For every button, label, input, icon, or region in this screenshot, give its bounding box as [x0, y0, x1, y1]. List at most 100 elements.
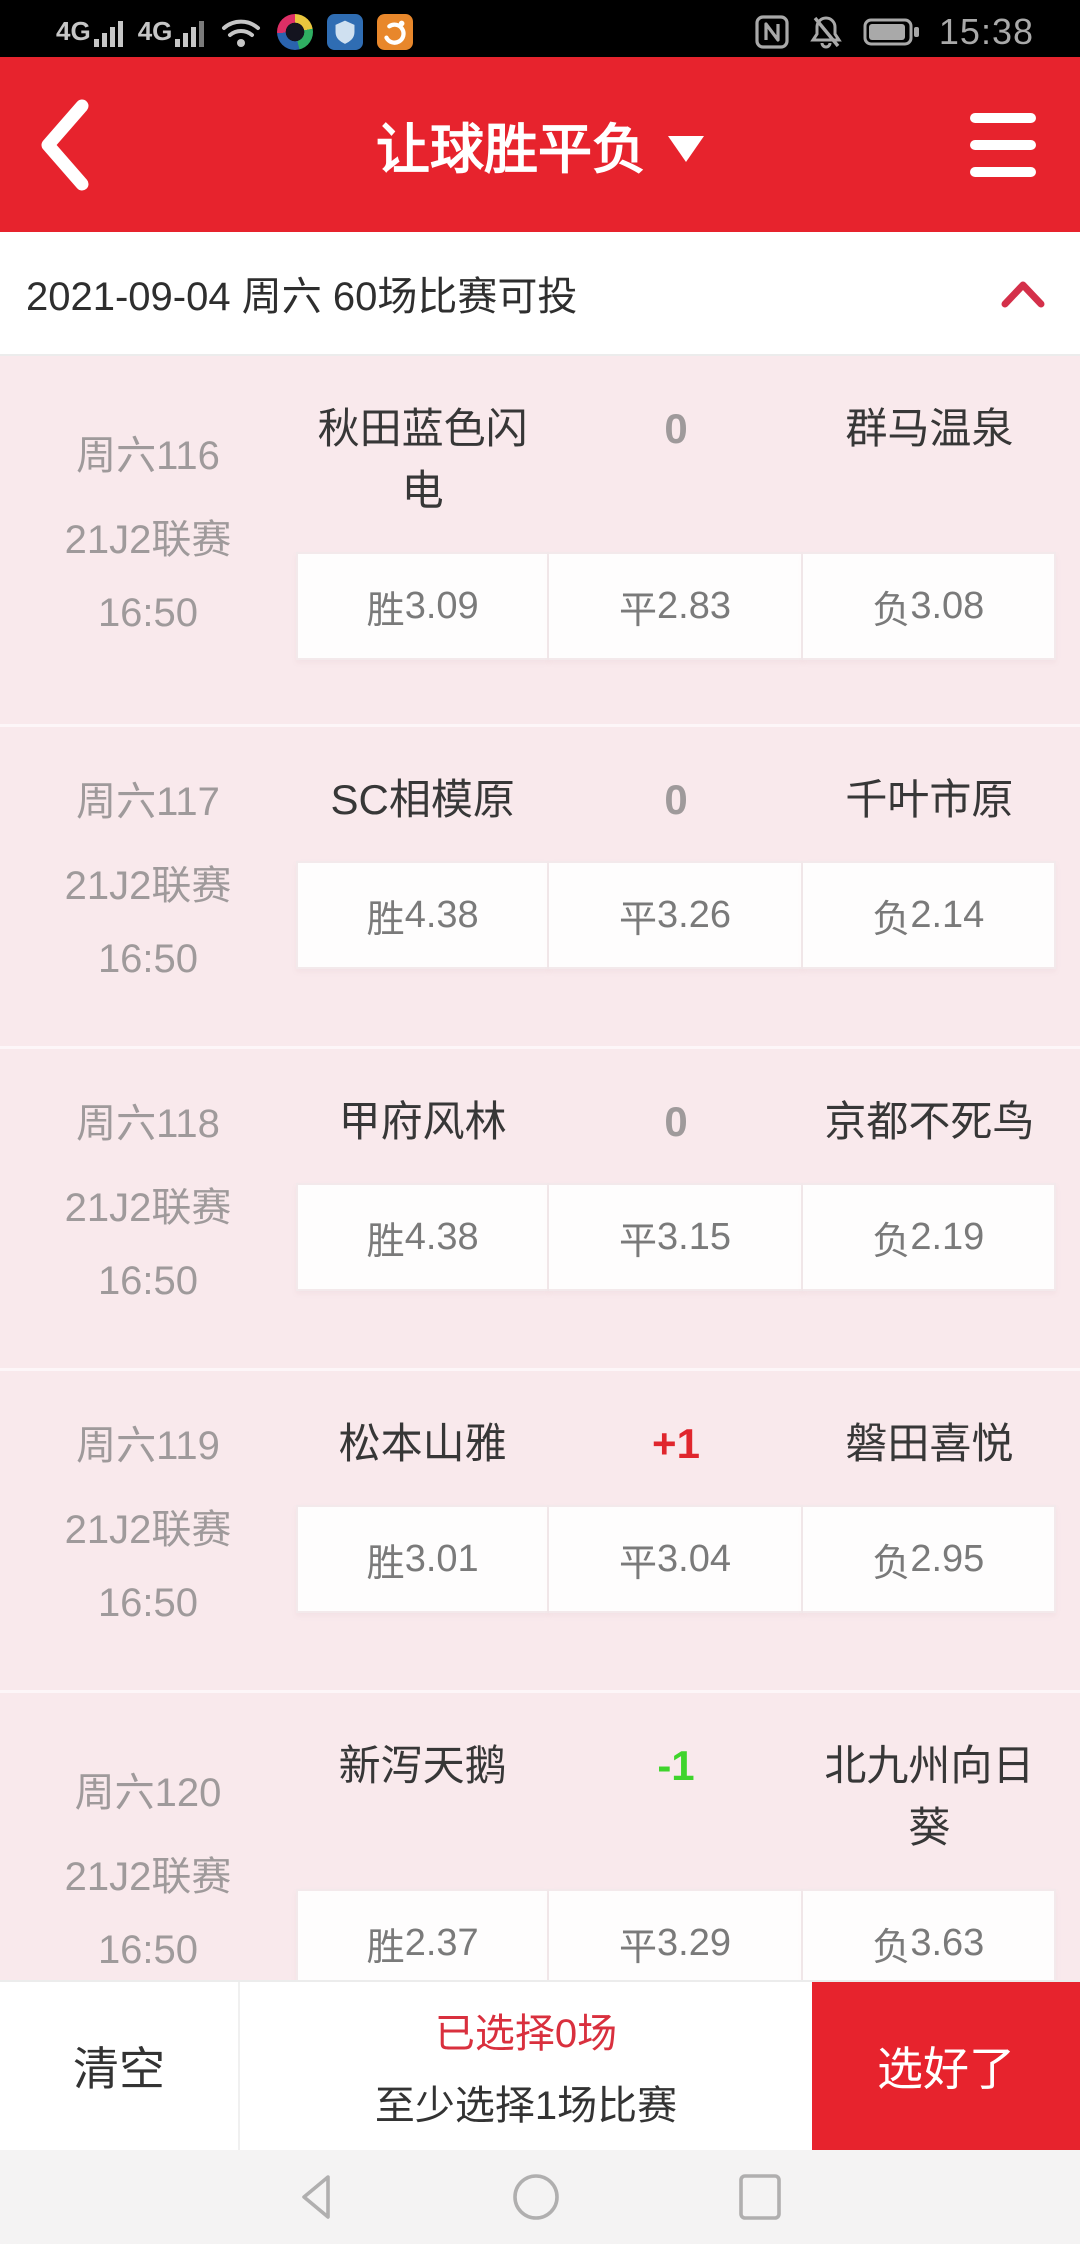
match-main: 甲府风林 0 京都不死鸟 胜 4.38 平 3.15 负 2.19	[296, 1091, 1056, 1304]
handicap-value: +1	[652, 1420, 700, 1467]
odds-lose-value: 2.14	[910, 893, 985, 936]
nav-recents-button[interactable]	[737, 2172, 783, 2222]
chevron-up-icon[interactable]	[1000, 278, 1046, 308]
odds-win-label: 胜	[366, 898, 405, 941]
match-time: 16:50	[97, 1927, 199, 1972]
odds-win-button[interactable]: 胜 4.38	[296, 861, 550, 969]
odds-draw-value: 2.83	[657, 584, 731, 627]
confirm-button[interactable]: 选好了	[812, 1982, 1080, 2150]
handicap-value: 0	[664, 1098, 688, 1145]
away-team: 北九州向日葵	[824, 1742, 1035, 1851]
odds-row: 胜 4.38 平 3.26 负 2.14	[296, 861, 1056, 969]
odds-draw-button[interactable]: 平 3.29	[549, 1889, 803, 1997]
odds-lose-button[interactable]: 负 2.95	[802, 1505, 1056, 1613]
odds-win-value: 2.37	[404, 1921, 479, 1964]
page-title: 让球胜平负	[376, 120, 646, 180]
match-time: 16:50	[97, 1581, 199, 1625]
odds-win-button[interactable]: 胜 3.09	[296, 552, 550, 660]
odds-draw-button[interactable]: 平 3.04	[549, 1505, 803, 1613]
selection-hint: 至少选择1场比赛	[374, 2084, 678, 2128]
home-team: 秋田蓝色闪电	[317, 405, 528, 514]
teams-row: 新泻天鹅 -1 北九州向日葵	[296, 1735, 1056, 1859]
match-league: 21J2联赛	[64, 1508, 232, 1552]
odds-row: 胜 3.01 平 3.04 负 2.95	[296, 1505, 1056, 1613]
odds-draw-label: 平	[619, 1926, 658, 1969]
odds-draw-label: 平	[619, 898, 658, 941]
match-number: 周六120	[74, 1770, 222, 1815]
shield-app-icon	[327, 13, 364, 50]
cellular-signal-2: 4G	[138, 16, 206, 47]
menu-bar	[970, 112, 1036, 123]
teams-row: 秋田蓝色闪电 0 群马温泉	[296, 398, 1056, 522]
back-button[interactable]	[38, 99, 90, 191]
clear-button[interactable]: 清空	[0, 1982, 240, 2150]
away-team: 群马温泉	[845, 405, 1014, 452]
odds-lose-button[interactable]: 负 2.14	[802, 861, 1056, 969]
odds-win-label: 胜	[366, 589, 405, 632]
odds-win-button[interactable]: 胜 2.37	[296, 1889, 550, 1997]
odds-lose-value: 2.95	[910, 1537, 985, 1580]
away-team: 京都不死鸟	[824, 1098, 1035, 1145]
odds-lose-button[interactable]: 负 3.63	[802, 1889, 1056, 1997]
match-number: 周六117	[76, 780, 220, 824]
odds-win-value: 4.38	[404, 893, 479, 936]
nfc-icon	[755, 14, 789, 49]
bottom-action-bar: 清空 已选择0场 至少选择1场比赛 选好了	[0, 1980, 1080, 2150]
handicap-value: -1	[657, 1742, 695, 1789]
odds-draw-value: 3.15	[657, 1215, 731, 1258]
date-bar[interactable]: 2021-09-04 周六 60场比赛可投	[0, 232, 1080, 356]
teams-row: 松本山雅 +1 磐田喜悦	[296, 1413, 1056, 1475]
odds-lose-label: 负	[872, 898, 911, 941]
match-time: 16:50	[97, 590, 199, 635]
network-type-label: 4G	[137, 16, 173, 46]
title-dropdown[interactable]: 让球胜平负	[376, 105, 704, 184]
odds-draw-button[interactable]: 平 2.83	[549, 552, 803, 660]
match-main: 松本山雅 +1 磐田喜悦 胜 3.01 平 3.04 负 2.95	[296, 1413, 1056, 1626]
away-team: 千叶市原	[845, 776, 1014, 823]
odds-win-button[interactable]: 胜 4.38	[296, 1183, 550, 1291]
odds-row: 胜 2.37 平 3.29 负 3.63	[296, 1889, 1056, 1997]
odds-lose-button[interactable]: 负 2.19	[802, 1183, 1056, 1291]
odds-lose-value: 2.19	[910, 1215, 985, 1258]
menu-bar	[970, 139, 1036, 150]
odds-lose-button[interactable]: 负 3.08	[802, 552, 1056, 660]
odds-win-button[interactable]: 胜 3.01	[296, 1505, 550, 1613]
menu-button[interactable]	[970, 112, 1036, 177]
odds-draw-value: 3.26	[657, 893, 731, 936]
match-time: 16:50	[97, 1259, 199, 1303]
teams-row: 甲府风林 0 京都不死鸟	[296, 1091, 1056, 1153]
match-main: 秋田蓝色闪电 0 群马温泉 胜 3.09 平 2.83 负 3.08	[296, 398, 1056, 660]
cellular-signal-1: 4G	[56, 16, 124, 47]
odds-draw-button[interactable]: 平 3.15	[549, 1183, 803, 1291]
home-team: 新泻天鹅	[338, 1742, 507, 1789]
odds-lose-value: 3.63	[910, 1921, 985, 1964]
match-main: 新泻天鹅 -1 北九州向日葵 胜 2.37 平 3.29 负 3.63	[296, 1735, 1056, 1997]
match-number: 周六116	[76, 433, 220, 478]
handicap-value: 0	[664, 776, 688, 823]
home-team: SC相模原	[330, 776, 515, 823]
mute-bell-icon	[810, 15, 842, 48]
nav-back-button[interactable]	[297, 2172, 335, 2222]
odds-win-label: 胜	[366, 1542, 405, 1585]
uc-browser-app-icon	[377, 13, 414, 50]
odds-lose-label: 负	[872, 1926, 911, 1969]
selected-count: 已选择0场	[434, 2012, 618, 2056]
status-bar-right: 15:38	[755, 11, 1034, 53]
clock-time: 15:38	[938, 10, 1034, 52]
odds-draw-button[interactable]: 平 3.26	[549, 861, 803, 969]
odds-row: 胜 4.38 平 3.15 负 2.19	[296, 1183, 1056, 1291]
nav-home-button[interactable]	[511, 2172, 561, 2222]
match-league: 21J2联赛	[64, 1854, 232, 1899]
odds-win-value: 4.38	[404, 1215, 479, 1258]
teams-row: SC相模原 0 千叶市原	[296, 769, 1056, 831]
handicap-value: 0	[664, 405, 688, 452]
match-meta: 周六116 21J2联赛 16:50	[0, 398, 296, 660]
battery-icon	[863, 18, 919, 45]
match-meta: 周六119 21J2联赛 16:50	[0, 1413, 296, 1626]
wifi-icon	[222, 19, 261, 47]
odds-draw-label: 平	[619, 589, 658, 632]
home-team: 甲府风林	[338, 1098, 507, 1145]
odds-draw-label: 平	[619, 1220, 658, 1263]
